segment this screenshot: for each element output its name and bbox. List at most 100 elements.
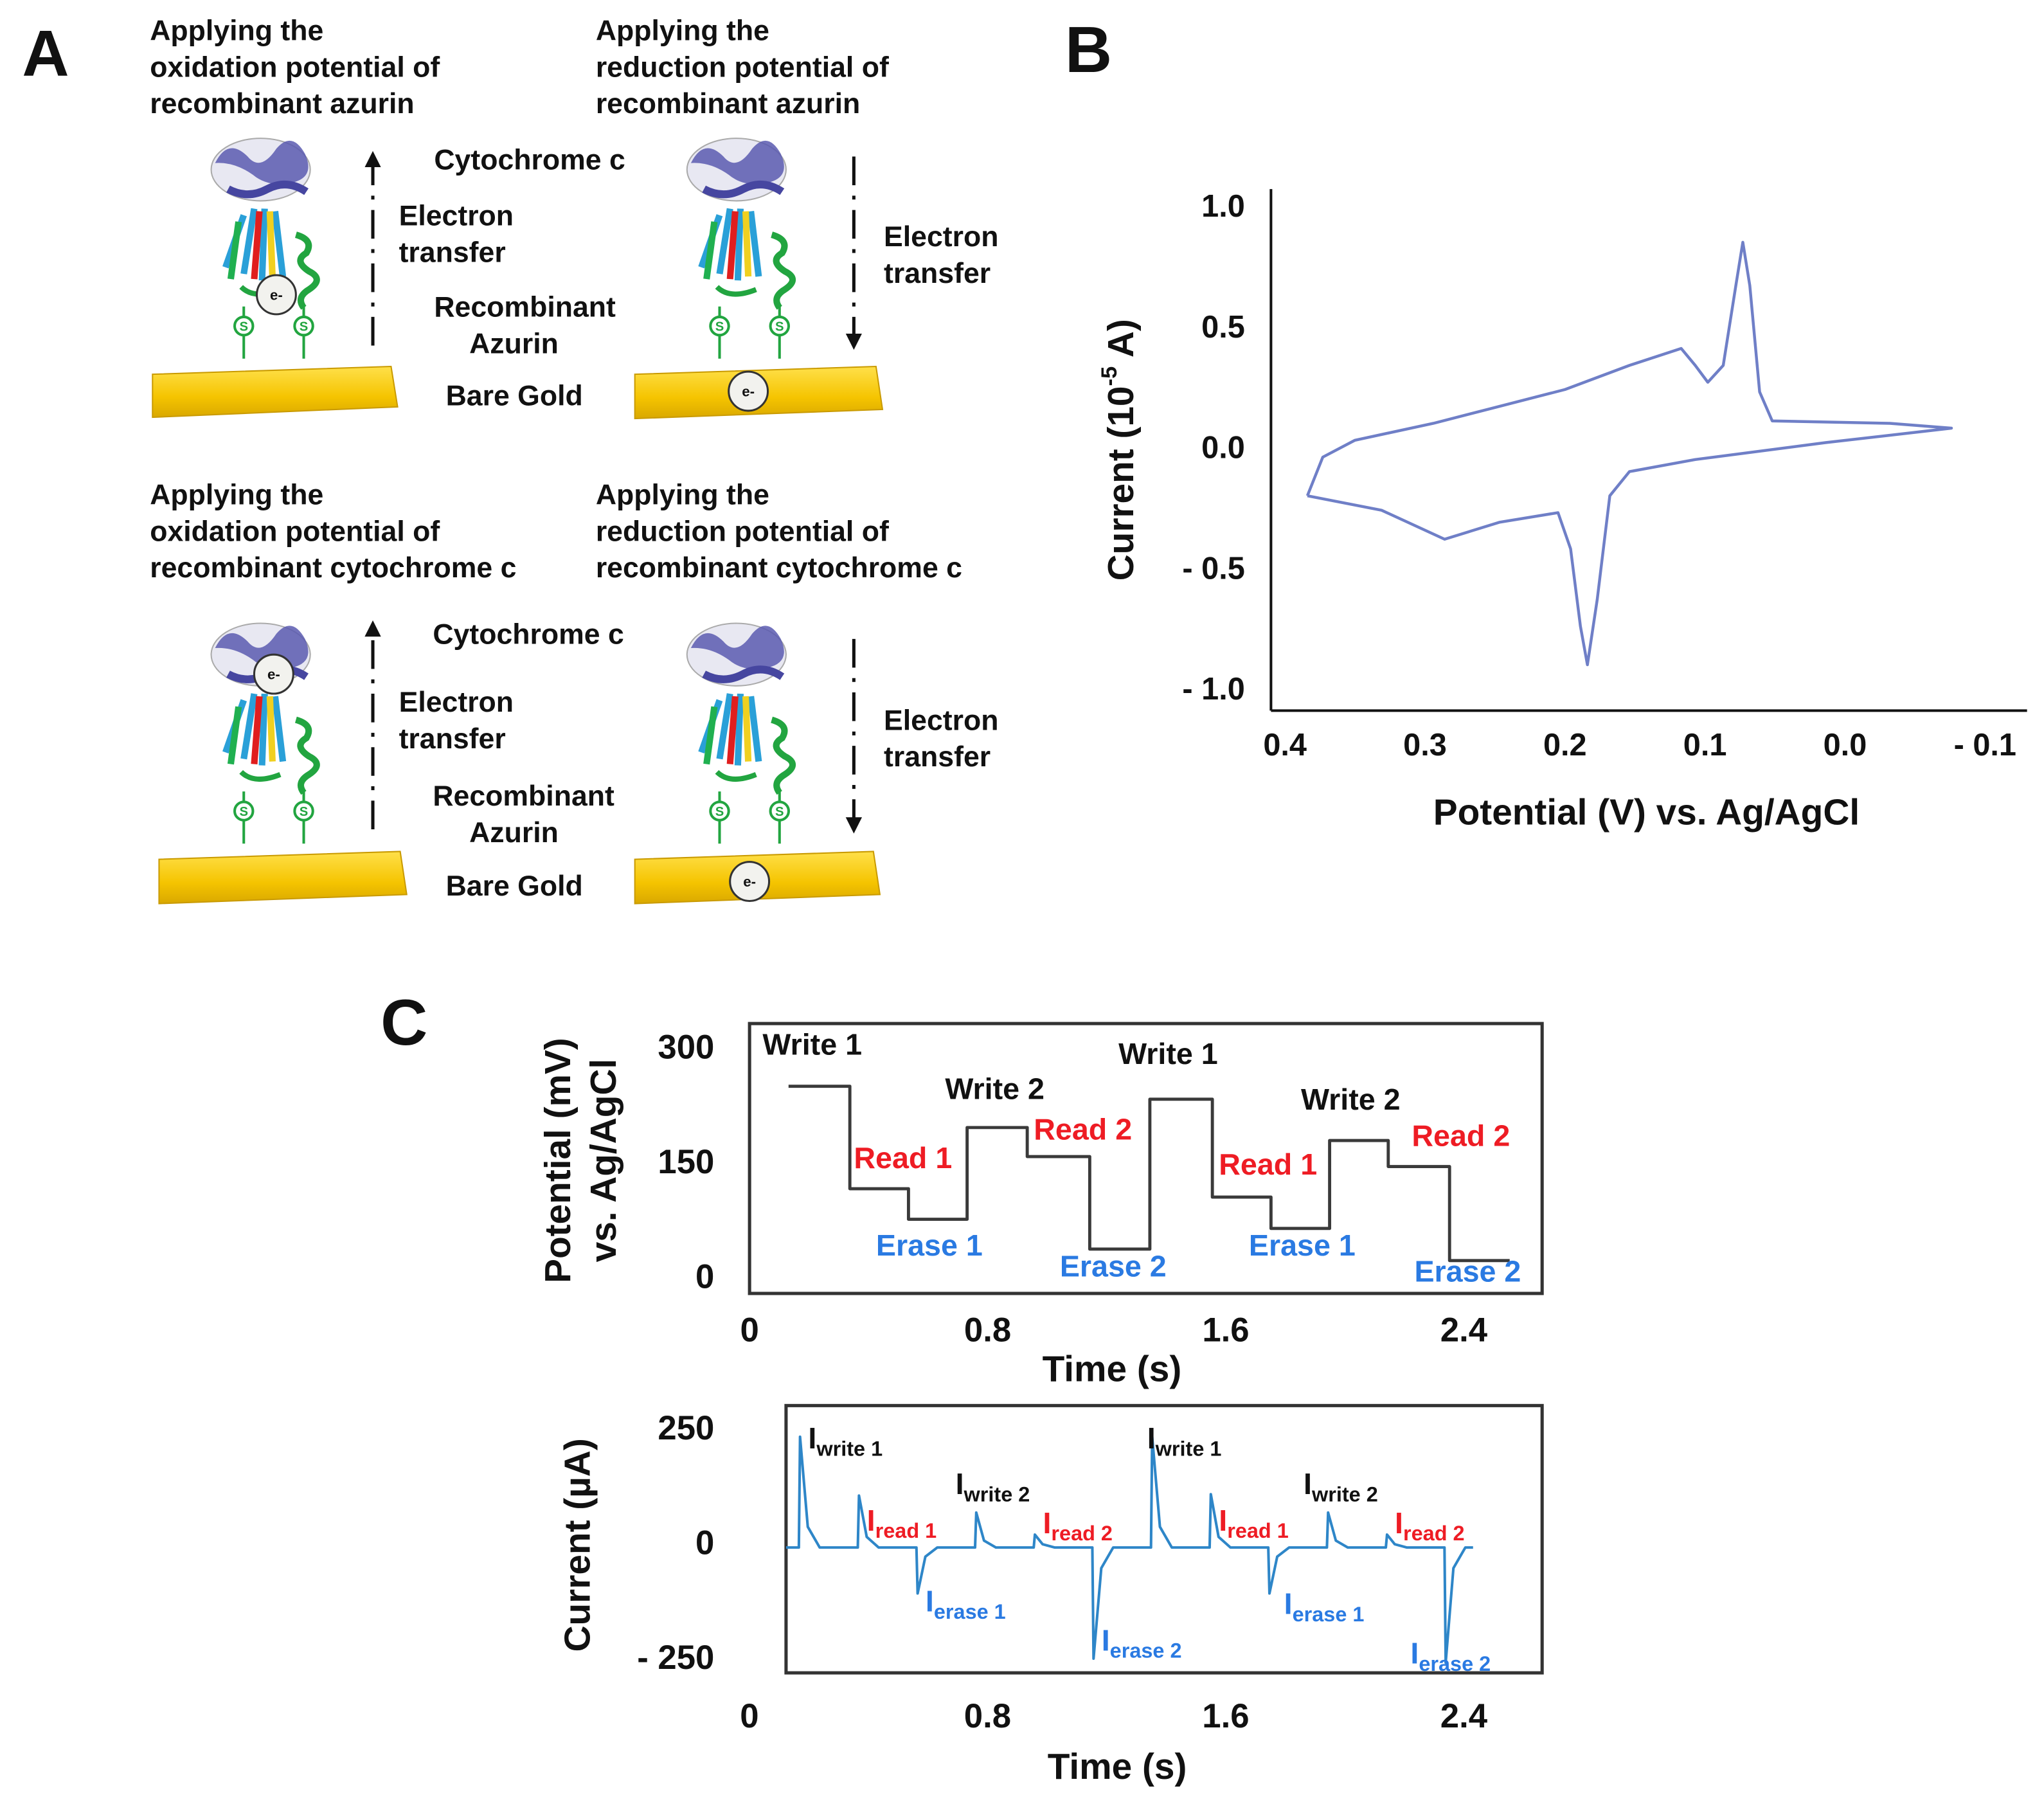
annotation-subscript: erase 1 [1293, 1602, 1365, 1625]
annotation-text: I [1147, 1421, 1156, 1455]
annotation-text: Erase 1 [876, 1229, 983, 1262]
label: Electron [884, 221, 998, 253]
annotation-text: I [1043, 1506, 1051, 1540]
caption: oxidation potential of [150, 51, 440, 83]
x-tick-label: 0.1 [1683, 728, 1727, 762]
annotation: Write 2 [1301, 1083, 1401, 1116]
data-line [785, 1435, 1473, 1664]
gold-electrode [152, 365, 399, 419]
x-axis-label: Time (s) [1043, 1349, 1182, 1390]
caption: Applying the [596, 15, 769, 47]
electron-symbol: e- [742, 383, 755, 399]
annotation-text: Read 2 [1034, 1113, 1132, 1146]
caption: recombinant azurin [596, 88, 860, 120]
y-tick-label: - 1.0 [1182, 672, 1244, 707]
annotation-text: Read 2 [1412, 1119, 1510, 1153]
annotation: Iwrite 1 [808, 1421, 883, 1459]
label: Electron [399, 201, 514, 232]
x-tick-label: 0.3 [1403, 728, 1447, 762]
annotation: Read 1 [854, 1141, 952, 1175]
annotation-subscript: write 2 [964, 1482, 1030, 1506]
label: Electron [884, 705, 998, 736]
annotation-text: Erase 2 [1060, 1250, 1167, 1283]
x-tick-label: 0.2 [1543, 728, 1587, 762]
annotation: Write 1 [1118, 1037, 1218, 1070]
annotation: Read 2 [1412, 1119, 1510, 1153]
annotation-subscript: read 1 [1227, 1519, 1289, 1542]
annotation: Iread 1 [867, 1504, 937, 1542]
annotation-text: Write 2 [945, 1072, 1044, 1106]
annotation: Iread 2 [1043, 1506, 1113, 1544]
electron-symbol: e- [743, 874, 756, 890]
annotation-subscript: write 1 [816, 1437, 883, 1460]
y-axis-label: vs. Ag/AgCl [584, 1059, 624, 1262]
annotation-text: Read 1 [1219, 1148, 1317, 1182]
annotation-subscript: read 1 [875, 1519, 937, 1542]
annotation-text: I [1395, 1506, 1403, 1540]
x-tick-label: 0.0 [1824, 728, 1867, 762]
gold-electrode [158, 851, 408, 905]
annotation-text: I [1284, 1587, 1293, 1621]
label: transfer [399, 237, 506, 268]
x-tick-label: - 0.1 [1954, 728, 2016, 762]
label: Bare Gold [446, 380, 583, 411]
annotation: Erase 2 [1414, 1255, 1521, 1288]
x-tick-label: 1.6 [1202, 1311, 1249, 1349]
label: Cytochrome c [433, 619, 623, 651]
annotation: Erase 2 [1060, 1250, 1167, 1283]
y-tick-label: - 0.5 [1182, 551, 1244, 586]
annotation: Iwrite 2 [956, 1467, 1030, 1505]
annotation-text: I [808, 1421, 816, 1455]
label: Recombinant [434, 292, 616, 323]
caption: Applying the [596, 480, 769, 511]
caption: oxidation potential of [150, 516, 440, 547]
electron-symbol: e- [267, 667, 280, 683]
y-axis-label: Potential (mV) [538, 1038, 578, 1283]
y-axis-label: Current (µA) [557, 1438, 598, 1652]
x-tick-label: 0 [740, 1697, 758, 1735]
electron-circle [729, 861, 771, 903]
annotation-text: I [956, 1467, 964, 1500]
y-axis-label-text: Current (10 [1101, 386, 1142, 581]
annotation-text: Erase 2 [1414, 1255, 1521, 1288]
label: Recombinant [433, 780, 614, 812]
caption: recombinant azurin [150, 88, 414, 120]
y-tick-label: 0 [695, 1524, 714, 1562]
label: transfer [399, 723, 506, 755]
label: transfer [884, 741, 991, 773]
protein-illustration [687, 624, 793, 844]
annotation-subscript: erase 2 [1110, 1639, 1182, 1662]
label: Bare Gold [446, 870, 583, 902]
annotation: Iread 1 [1219, 1504, 1289, 1542]
caption: recombinant cytochrome c [596, 552, 962, 584]
annotation: Erase 1 [876, 1229, 983, 1262]
y-axis-label: Current (10-5 A) [1097, 319, 1142, 581]
y-tick-label: - 250 [637, 1639, 714, 1677]
protein-illustration [687, 138, 793, 359]
data-line [788, 1085, 1510, 1263]
annotation-text: Erase 1 [1249, 1229, 1356, 1262]
annotation: Iread 2 [1395, 1506, 1465, 1544]
annotation: Ierase 2 [1102, 1624, 1182, 1662]
annotation-subscript: read 2 [1403, 1522, 1465, 1545]
x-tick-label: 0.8 [964, 1311, 1011, 1349]
annotation-text: I [1410, 1637, 1419, 1670]
annotation: Write 2 [945, 1072, 1044, 1106]
protein-illustration [211, 138, 317, 359]
label: Electron [399, 687, 514, 718]
annotation-subscript: read 2 [1051, 1522, 1113, 1545]
caption: Applying the [150, 15, 323, 47]
annotation: Erase 1 [1249, 1229, 1356, 1262]
panel-label: B [1065, 14, 1112, 86]
electron-circle [728, 370, 769, 412]
annotation-text: Write 2 [1301, 1083, 1401, 1116]
x-tick-label: 0.4 [1263, 728, 1307, 762]
electron-circle [256, 274, 297, 316]
y-tick-label: 0 [695, 1257, 714, 1295]
x-tick-label: 0 [740, 1311, 758, 1349]
caption: reduction potential of [596, 516, 889, 547]
x-axis-label: Potential (V) vs. Ag/AgCl [1433, 793, 1860, 833]
annotation-text: I [1219, 1504, 1227, 1537]
annotation-text: Write 1 [1118, 1037, 1218, 1070]
